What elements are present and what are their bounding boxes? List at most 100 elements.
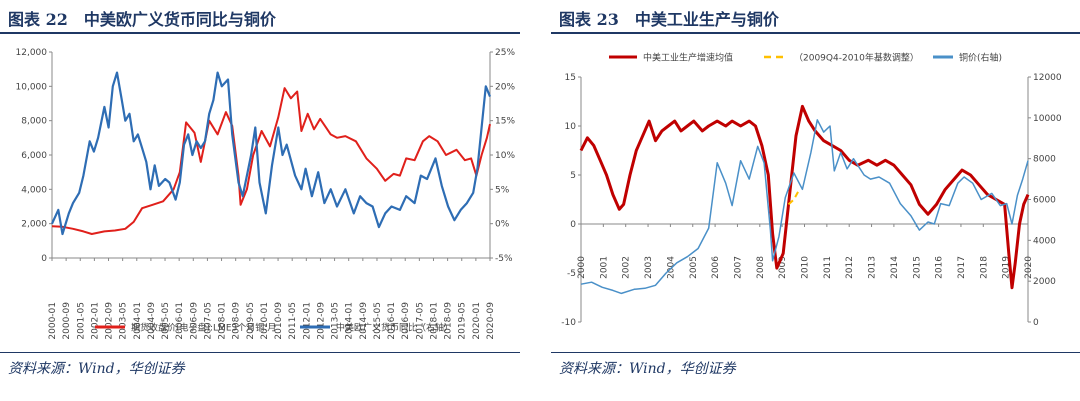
x-tick-label: 2018: [979, 256, 989, 279]
x-tick-label: 2011: [823, 256, 833, 279]
series-line: [579, 104, 1030, 290]
right-tick-label: 0: [1033, 318, 1039, 328]
legend-label: 期货收盘价(电子盘):LME3个月铜:月: [131, 322, 276, 334]
x-tick-label: 2014: [890, 256, 900, 279]
legend-label: （2009Q4-2010年基数调整）: [794, 52, 919, 64]
x-tick-label: 2018-09: [444, 302, 454, 340]
x-tick-label: 2012-01: [302, 302, 312, 340]
x-tick-label: 2000-01: [48, 302, 58, 340]
x-tick-label: 2010-09: [274, 302, 284, 340]
x-tick-label: 2012: [845, 256, 855, 279]
x-tick-label: 2015-05: [373, 302, 383, 340]
chart-panel-22: 图表 22 中美欧广义货币同比与铜价 0 2,000 4,000 6,000 8,000…: [0, 0, 520, 401]
x-tick-label: 2020-09: [486, 302, 496, 340]
title-rule: [0, 32, 520, 34]
right-tick-label: 2000: [1033, 277, 1056, 287]
left-tick-label: 6,000: [21, 151, 47, 161]
x-tick-label: 2010-01: [260, 302, 270, 340]
left-tick-label: 8,000: [21, 117, 47, 127]
right-tick-label: 25%: [495, 48, 515, 58]
chart-panel-23: 图表 23 中美工业生产与铜价 -10 -5 0 5 10 15 0 2000 4000 6000…: [551, 0, 1080, 401]
right-tick-label: 10000: [1033, 114, 1062, 124]
chart-title: 图表 23 中美工业生产与铜价: [559, 10, 779, 29]
x-tick-label: 2014-09: [359, 302, 369, 340]
source-note: 资料来源：Wind，华创证券: [8, 361, 185, 377]
x-tick-label: 2010: [801, 256, 811, 279]
left-tick-label: 10: [565, 122, 577, 132]
x-tick-label: 2016-01: [387, 302, 397, 340]
chart-22-plot: 0 2,000 4,000 6,000 8,000 10,000 12,000 -5% 0% 5%…: [16, 48, 516, 340]
right-tick-label: 5%: [495, 185, 510, 195]
source-note: 资料来源：Wind，华创证券: [559, 361, 736, 377]
right-tick-label: 8000: [1033, 155, 1056, 165]
legend-label: 铜价(右轴): [959, 52, 1002, 64]
x-tick-label: 2015: [912, 256, 922, 279]
x-tick-label: 2005-05: [161, 302, 171, 340]
left-tick-label: 5: [570, 171, 576, 181]
right-tick-label: 12000: [1033, 73, 1062, 83]
right-tick-label: 4000: [1033, 236, 1056, 246]
legend-label: 中美工业生产增速均值: [643, 52, 733, 64]
x-tick-label: 2003-05: [119, 302, 129, 340]
x-tick-label: 2016: [935, 256, 945, 279]
x-tick-label: 2000: [577, 256, 587, 279]
x-tick-label: 2013-05: [331, 302, 341, 340]
legend-label: 中美欧广义货币同比（右轴）: [336, 322, 453, 334]
right-tick-label: 15%: [495, 117, 515, 127]
x-tick-label: 2019-05: [458, 302, 468, 340]
x-tick-label: 2006-09: [189, 302, 199, 340]
x-tick-label: 2005: [689, 256, 699, 279]
right-tick-label: 6000: [1033, 196, 1056, 206]
x-tick-label: 2019: [1002, 256, 1012, 279]
right-tick-label: 20%: [495, 82, 515, 92]
series-line: [50, 71, 492, 236]
series-line: [580, 119, 1029, 295]
x-tick-label: 2013: [868, 256, 878, 279]
x-tick-label: 2002-09: [105, 302, 115, 340]
left-tick-label: 15: [565, 73, 576, 83]
right-tick-label: 0%: [495, 220, 510, 230]
chart-title: 图表 22 中美欧广义货币同比与铜价: [8, 10, 276, 29]
source-rule: [551, 352, 1080, 353]
x-tick-label: 2001: [599, 256, 609, 279]
x-tick-label: 2000-09: [62, 302, 72, 340]
x-tick-label: 2014-01: [345, 302, 355, 340]
source-rule: [0, 352, 520, 353]
x-tick-label: 2006: [711, 256, 721, 279]
x-tick-label: 2006-01: [175, 302, 185, 340]
x-tick-label: 2011-05: [288, 302, 298, 340]
left-tick-label: 10,000: [16, 82, 48, 92]
x-tick-label: 2007-05: [203, 302, 213, 340]
right-tick-label: 10%: [495, 151, 515, 161]
x-tick-label: 2002-01: [90, 302, 100, 340]
left-tick-label: 12,000: [16, 48, 48, 58]
x-tick-label: 2009-05: [246, 302, 256, 340]
x-tick-label: 2004-01: [133, 302, 143, 340]
series-line: [787, 189, 801, 206]
left-tick-label: -10: [561, 318, 576, 328]
x-tick-label: 2009: [778, 256, 788, 279]
x-tick-label: 2008-09: [232, 302, 242, 340]
left-tick-label: 0: [570, 220, 576, 230]
x-tick-label: 2020: [1024, 256, 1034, 279]
x-tick-label: 2001-05: [76, 302, 86, 340]
x-tick-label: 2007: [733, 256, 743, 279]
series-line: [51, 87, 491, 235]
title-rule: [551, 32, 1080, 34]
left-tick-label: 4,000: [21, 185, 47, 195]
chart-23-plot: -10 -5 0 5 10 15 0 2000 4000 6000 8000 10000 12000 20…: [561, 52, 1062, 329]
x-tick-label: 2020-01: [472, 302, 482, 340]
left-tick-label: -5: [567, 269, 576, 279]
x-tick-label: 2008-01: [218, 302, 228, 340]
x-tick-label: 2008: [756, 256, 766, 279]
x-tick-label: 2017: [957, 256, 967, 279]
left-tick-label: 2,000: [21, 220, 47, 230]
x-tick-label: 2003: [644, 256, 654, 279]
x-tick-label: 2004-09: [147, 302, 157, 340]
right-tick-label: -5%: [495, 254, 513, 264]
x-tick-label: 2017-05: [415, 302, 425, 340]
x-tick-label: 2002: [622, 256, 632, 279]
left-tick-label: 0: [41, 254, 47, 264]
x-tick-label: 2016-09: [401, 302, 411, 340]
x-tick-label: 2012-09: [316, 302, 326, 340]
